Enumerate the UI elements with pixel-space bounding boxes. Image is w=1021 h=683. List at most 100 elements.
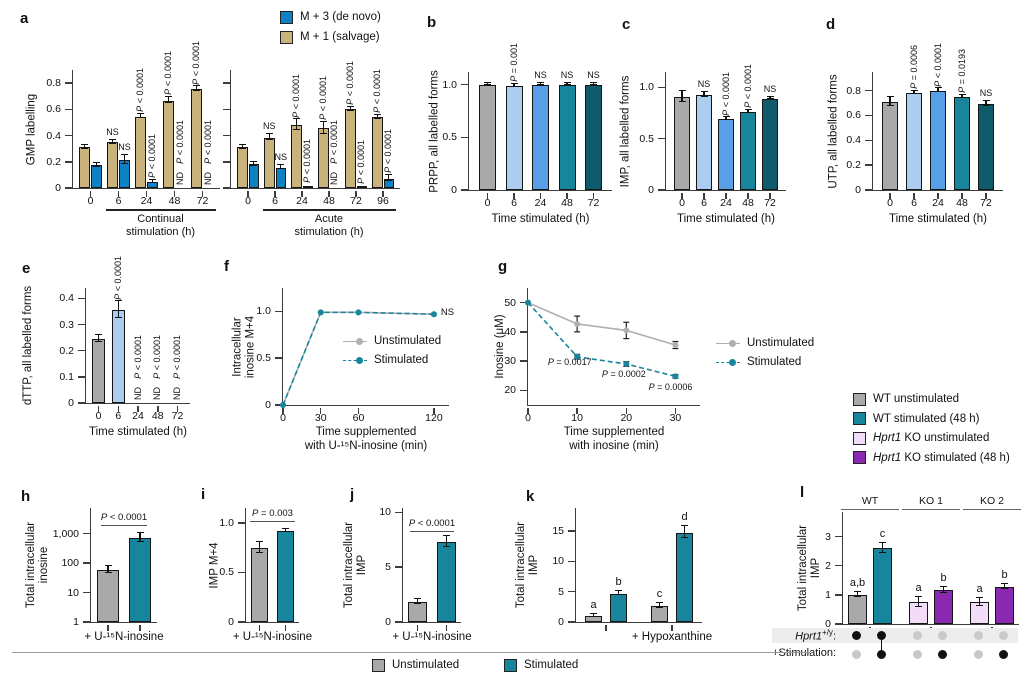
x-tick-label: 24 <box>132 410 144 422</box>
legend-item: Unstimulated <box>343 334 441 348</box>
data-point <box>317 309 324 316</box>
x-tick-label: 6 <box>115 195 122 207</box>
bar <box>107 142 118 188</box>
x-tick <box>592 193 595 199</box>
x-tick-label: 0 <box>484 197 491 209</box>
y-tick <box>83 591 90 594</box>
y-axis-label-line: IMP, all labelled forms <box>619 75 632 187</box>
x-tick-label: 72 <box>587 197 600 209</box>
annotation: P < 0.0001 <box>383 129 394 174</box>
x-tick <box>201 191 204 197</box>
bar <box>995 586 1014 624</box>
legend-dot <box>356 357 363 364</box>
legend-label: WT stimulated (48 h) <box>873 412 980 425</box>
legend-swatch <box>853 392 866 406</box>
series-line-Stimulated <box>527 302 676 378</box>
group-span-label-line: Continual <box>137 213 184 225</box>
legend-swatch <box>853 412 866 425</box>
y-tick <box>78 297 85 300</box>
x-axis-label: Time stimulated (h) <box>451 212 631 226</box>
error-bar-line <box>725 117 727 120</box>
divider-line <box>12 652 810 654</box>
annotation: P < 0.0001 <box>135 68 145 112</box>
data-point <box>355 309 362 316</box>
y-tick-label: 0 <box>385 616 391 628</box>
error-bar <box>346 105 354 111</box>
legend-item: WT unstimulated <box>853 392 959 406</box>
bar <box>740 112 756 190</box>
plot-area: 0 0.5 1.0 0 30 60 120 NS Unstimulated Stimulated T… <box>256 288 454 452</box>
plot-area: 0 0.5 1.0 0 NS 6 P < 0.0001 24 P < 0.0001 48 NS 72 T… <box>639 64 786 225</box>
y-tick-label: 1 <box>825 588 831 601</box>
bar <box>848 594 867 624</box>
matrix-connector <box>880 635 883 656</box>
x-tick <box>382 191 384 197</box>
annotation: ND <box>329 172 340 185</box>
error-bar-line <box>513 83 515 86</box>
annotation: P < 0.0001 <box>932 42 943 87</box>
y-tick-label: 0.4 <box>59 292 74 305</box>
x-tick <box>416 625 419 631</box>
annotation: a <box>915 581 922 594</box>
x-tick <box>301 191 303 197</box>
y-axis-label-line: Intracellular <box>231 316 243 377</box>
error-bar <box>958 94 966 98</box>
plot-area: 0 0.1 0.2 0.3 0.4 0 P < 0.0001 6 ND P < 0.0001 24 N… <box>59 256 190 438</box>
group-span-label-line: stimulation (h) <box>294 226 364 238</box>
y-tick <box>65 82 72 84</box>
legend-label: Stimulated <box>747 356 802 368</box>
legend-item: M + 1 (salvage) <box>280 30 380 44</box>
y-tick <box>865 114 872 117</box>
error-bar <box>886 96 894 106</box>
data-point <box>623 361 630 368</box>
bar <box>585 84 602 190</box>
annotation: P = 0.0017 <box>547 356 592 367</box>
group-span-line <box>105 209 216 211</box>
legend-item: Hprt1 KO unstimulated <box>853 431 989 445</box>
y-tick-label: 50 <box>504 296 516 309</box>
annotation: P = 0.0006 <box>648 381 693 392</box>
annotation: NS <box>106 126 119 137</box>
y-tick <box>835 564 842 567</box>
error-bar-line <box>117 301 119 318</box>
error-bar <box>879 541 886 553</box>
x-axis-label-line: Time supplemented <box>563 426 665 438</box>
error-bar-line <box>295 119 297 129</box>
error-bar <box>656 601 663 608</box>
y-axis-label: dTTP, all labelled forms <box>22 253 35 438</box>
error-bar-line <box>658 602 661 607</box>
y-tick <box>835 623 842 625</box>
y-tick <box>835 594 842 596</box>
dot-filled <box>938 650 947 659</box>
annotation: P < 0.0001 <box>344 60 355 105</box>
legend-line-symbol <box>716 340 740 347</box>
y-tick <box>520 301 527 304</box>
bar <box>676 532 693 622</box>
significance-label: P < 0.0001 <box>100 512 148 523</box>
x-axis-label: + U-¹⁵N-inosine <box>342 630 522 644</box>
y-axis-label: Inosine (μM) <box>494 253 507 440</box>
error-bar-line <box>83 144 86 148</box>
bar <box>762 98 778 190</box>
error-bar-line <box>681 90 683 101</box>
matrix-band <box>772 628 1018 643</box>
y-tick-label: 0 <box>855 184 861 196</box>
bar <box>291 125 302 188</box>
error-bar <box>137 112 144 119</box>
legend-item: Stimulated <box>343 353 428 367</box>
annotation: NS <box>979 88 993 99</box>
bar <box>91 165 102 188</box>
legend-dot <box>729 359 736 366</box>
error-bar-line <box>942 586 945 593</box>
legend-stimulation: Unstimulated Stimulated <box>372 658 672 676</box>
bar <box>92 338 105 403</box>
group-span-label-line: stimulation (h) <box>125 226 196 238</box>
error-bar <box>292 118 300 130</box>
y-axis-label: IMP, all labelled forms <box>620 37 633 225</box>
y-tick <box>395 566 402 568</box>
error-bar-line <box>139 533 141 542</box>
legend-label: Stimulated <box>374 354 429 366</box>
panel-k-letter: k <box>526 488 535 505</box>
dot-empty <box>999 631 1008 640</box>
x-tick-label: 72 <box>764 197 776 209</box>
